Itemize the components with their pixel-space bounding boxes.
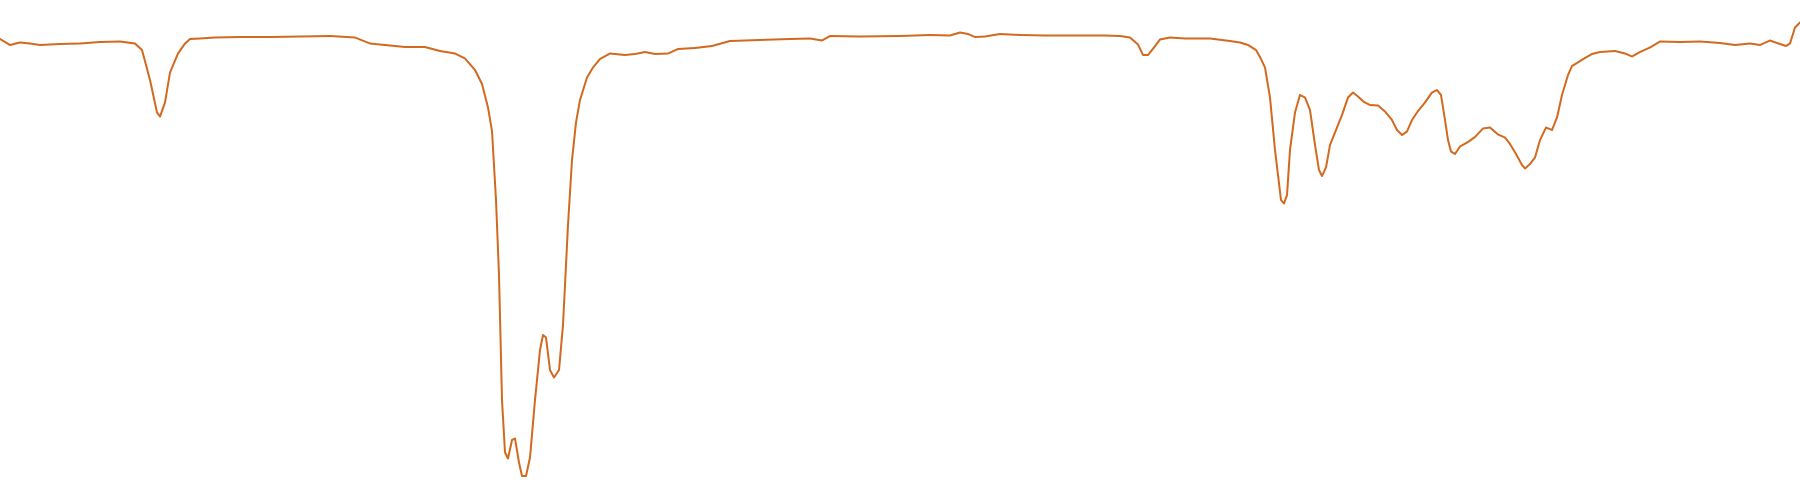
series-layer [0,21,1800,477]
series-line-0 [0,21,1800,477]
